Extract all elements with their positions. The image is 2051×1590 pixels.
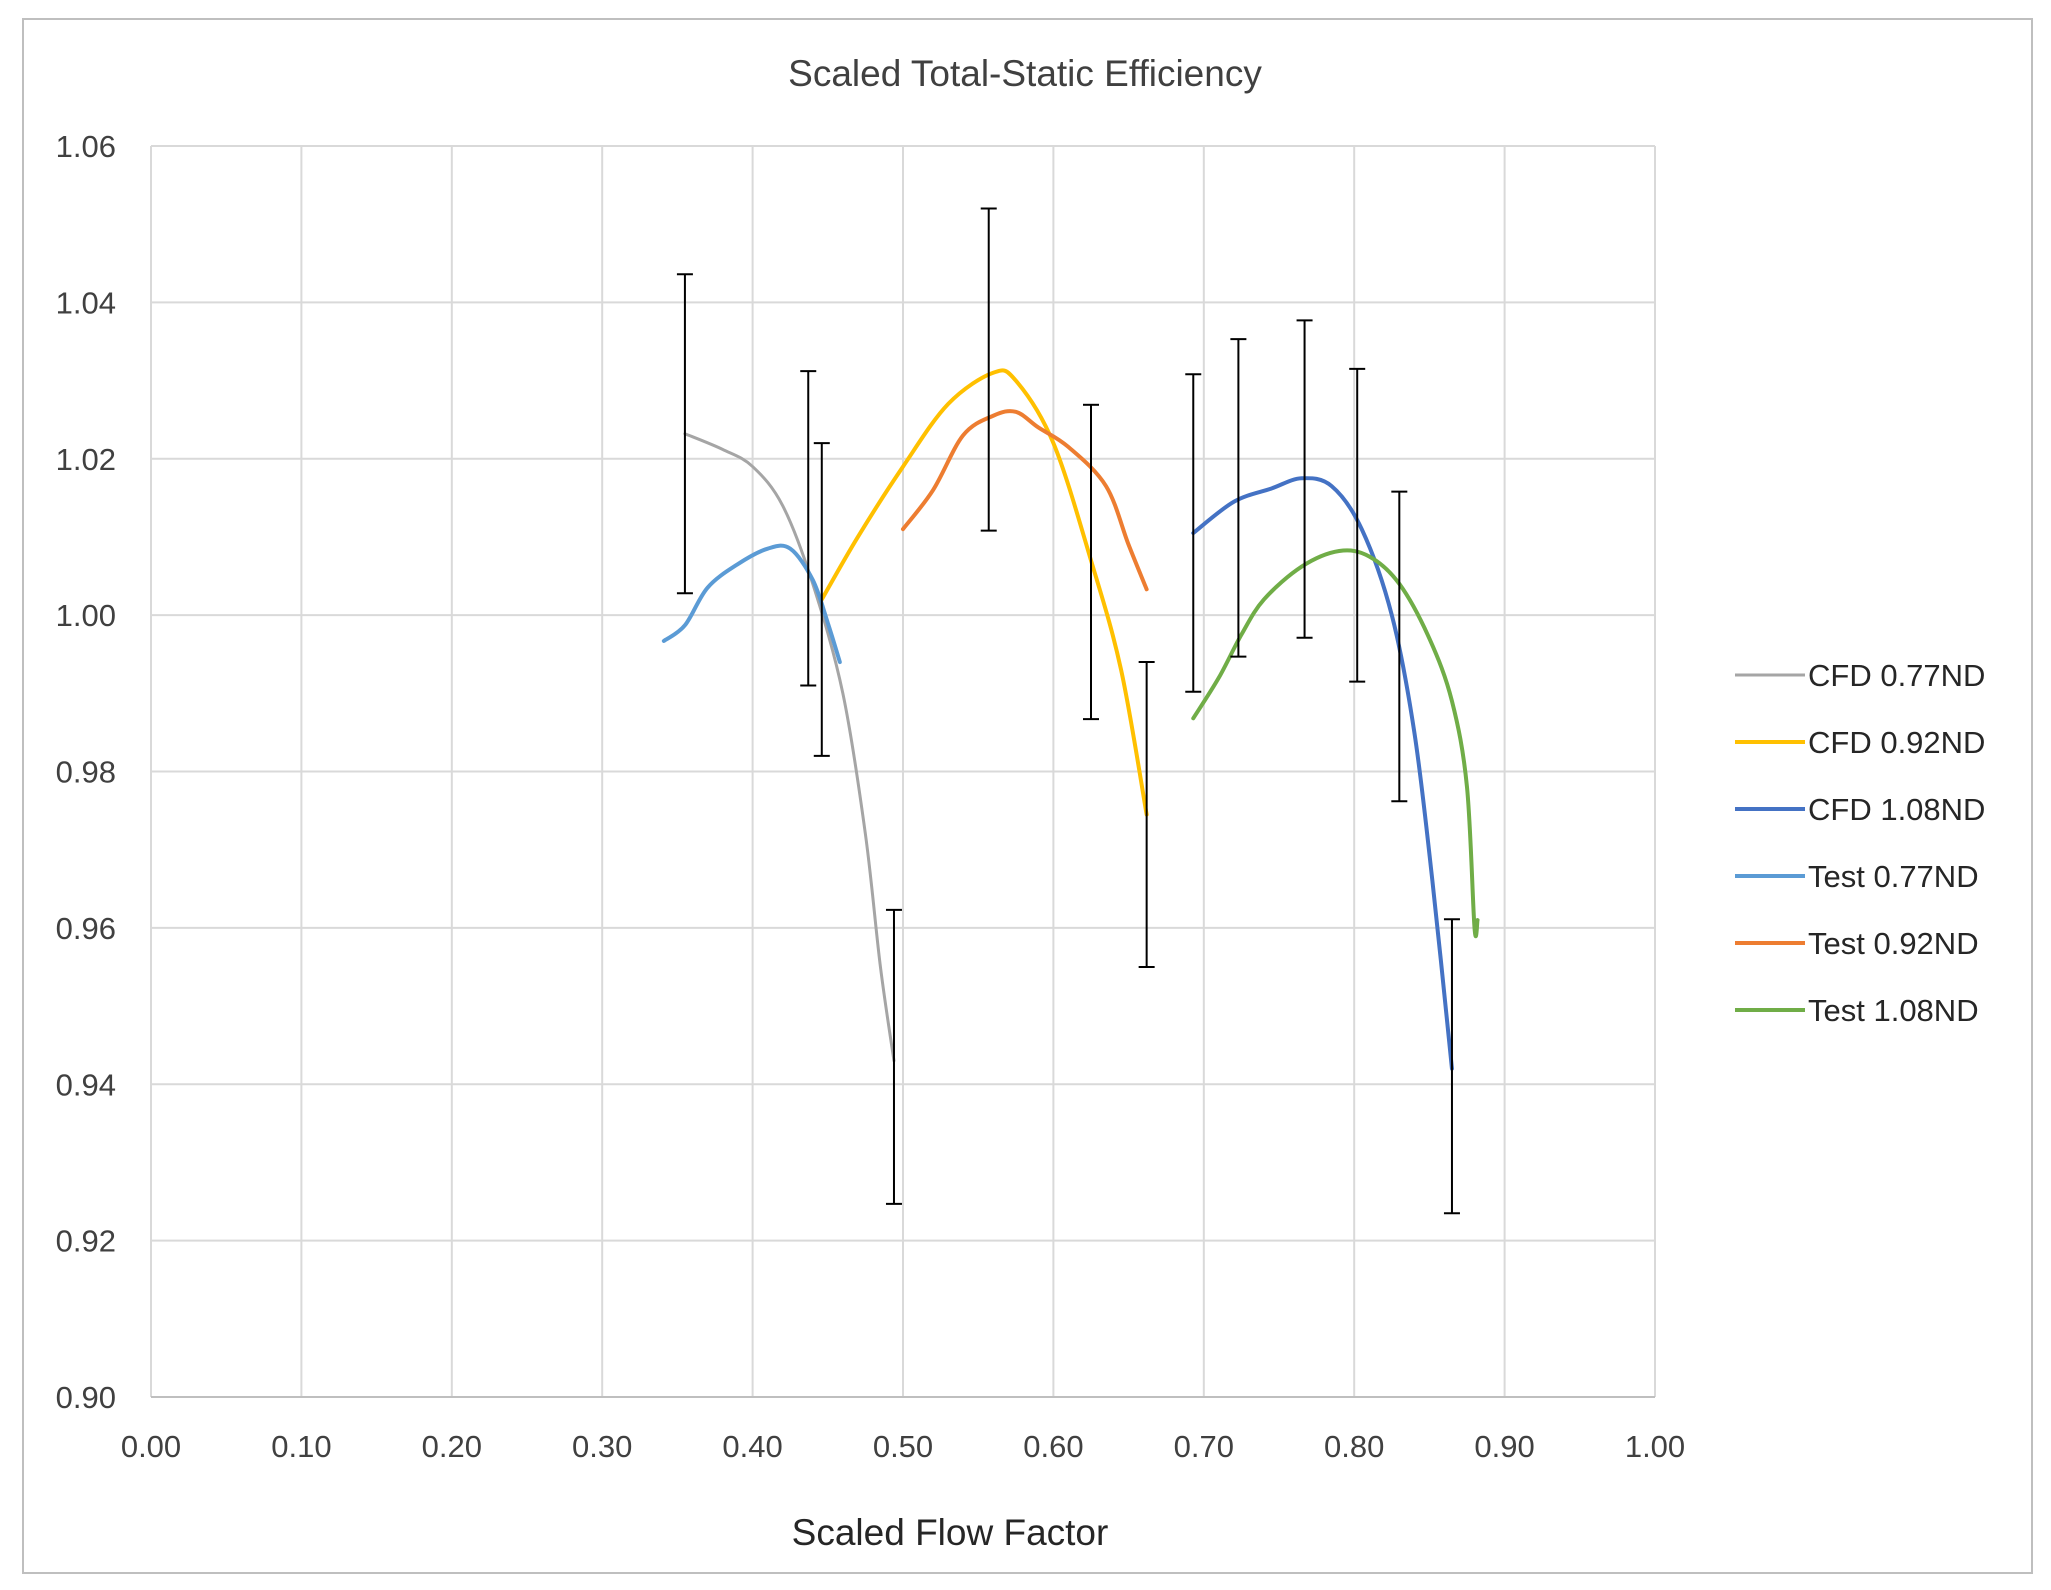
y-tick-label: 1.04 [56,285,116,320]
y-tick-label: 1.06 [56,129,116,164]
series-line-1 [819,368,1149,817]
error-bar [676,273,693,595]
x-tick-label: 0.30 [572,1429,632,1464]
error-bar [1230,338,1247,658]
error-bar [1083,403,1099,721]
legend-item: Test 0.92ND [1735,926,1979,961]
y-tick-label: 0.98 [56,755,116,790]
error-bar [1185,373,1202,693]
legend-label: CFD 0.77ND [1808,658,1985,693]
legend: CFD 0.77ND CFD 0.92ND CFD 1.08ND Test 0.77N… [1735,658,1985,1028]
legend-label: Test 0.77ND [1808,859,1979,894]
y-tick-label: 0.96 [56,911,116,946]
tick-labels: 0.00 0.10 0.20 0.30 0.40 0.50 0.60 0.70 0.80 0.90… [56,129,1686,1464]
y-tick-label: 0.90 [56,1380,116,1415]
series-line-2 [1191,476,1454,1071]
x-tick-label: 0.90 [1474,1429,1534,1464]
error-bar [813,442,830,757]
error-bar [1296,319,1313,639]
legend-item: Test 0.77ND [1735,859,1979,894]
y-tick-label: 0.92 [56,1224,116,1259]
series-line-5 [1191,548,1480,939]
x-tick-label: 0.60 [1023,1429,1083,1464]
chart-title: Scaled Total-Static Efficiency [788,53,1262,94]
x-tick-label: 0.70 [1174,1429,1234,1464]
legend-label: CFD 1.08ND [1808,792,1985,827]
y-tick-label: 1.00 [56,598,116,633]
y-tick-label: 1.02 [56,442,116,477]
error-bar [885,908,902,1205]
legend-label: CFD 0.92ND [1808,725,1985,760]
legend-item: Test 1.08ND [1735,993,1979,1028]
error-bar [1443,918,1460,1215]
errorbar-layer [676,207,1460,1215]
series-layer [661,368,1480,1071]
error-bar [1349,367,1366,683]
chart-area [22,18,2033,1574]
legend-label: Test 1.08ND [1808,993,1979,1028]
x-tick-label: 0.50 [873,1429,933,1464]
error-bar [800,370,817,687]
series-line-3 [661,543,842,665]
x-tick-label: 0.00 [121,1429,181,1464]
error-bar [980,207,997,532]
x-tick-label: 1.00 [1625,1429,1685,1464]
error-bar [1391,490,1408,803]
x-axis-label: Scaled Flow Factor [792,1512,1109,1553]
legend-item: CFD 1.08ND [1735,792,1985,827]
y-tick-label: 0.94 [56,1067,116,1102]
series-line-0 [683,432,896,1063]
error-bar [1138,661,1155,968]
x-tick-label: 0.20 [422,1429,482,1464]
legend-item: CFD 0.77ND [1735,658,1985,693]
x-tick-label: 0.80 [1324,1429,1384,1464]
legend-item: CFD 0.92ND [1735,725,1985,760]
grid [150,145,1656,1398]
legend-label: Test 0.92ND [1808,926,1979,961]
x-tick-label: 0.40 [722,1429,782,1464]
x-tick-label: 0.10 [271,1429,331,1464]
series-line-4 [901,409,1149,592]
